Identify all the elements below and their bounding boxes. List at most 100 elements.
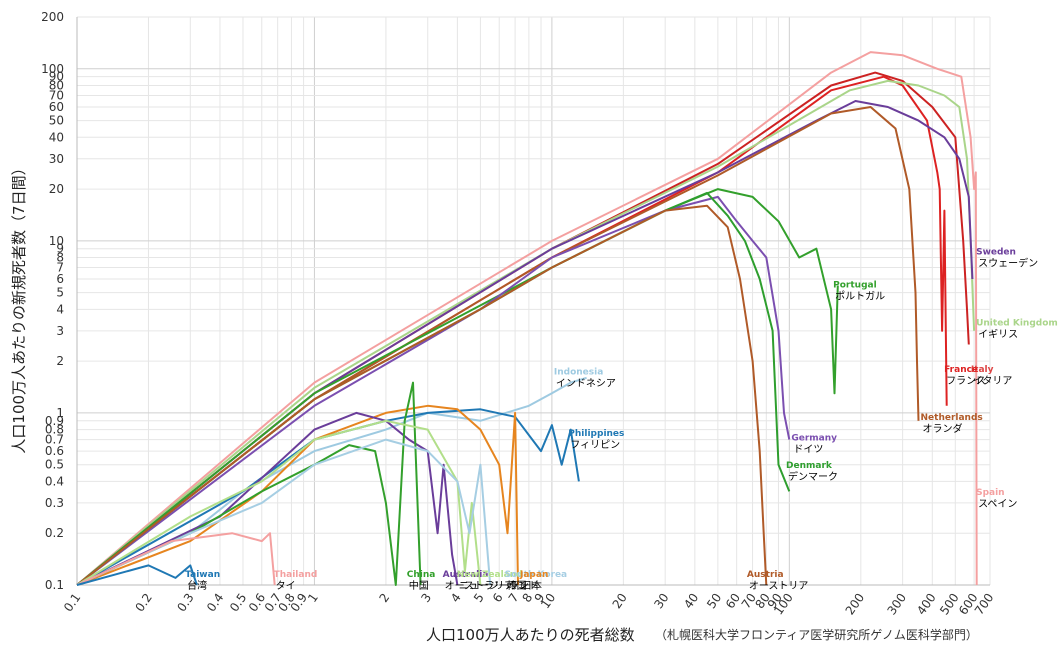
- x-tick-label: 0.3: [174, 591, 196, 615]
- y-tick-label: 8: [56, 251, 64, 265]
- x-tick-label: 0.5: [227, 591, 249, 615]
- x-axis-label: 人口100万人あたりの死者総数: [426, 626, 635, 644]
- x-tick-label: 200: [843, 591, 868, 618]
- series-label-new-zealand: New Zealand: [457, 570, 523, 580]
- series-line-austria: [76, 204, 768, 586]
- series-label-ja-sweden: スウェーデン: [978, 256, 1038, 269]
- series-line-japan: [76, 404, 519, 586]
- series-label-ja-austria: オーストリア: [749, 580, 809, 592]
- series-label-sweden: Sweden: [976, 247, 1016, 257]
- x-tick-label: 10: [538, 591, 558, 612]
- series-label-thailand: Thailand: [274, 570, 318, 580]
- source-credit: （札幌医科大学フロンティア医学研究所ゲノム医科学部門）: [655, 627, 978, 642]
- series-label-spain: Spain: [976, 488, 1005, 498]
- series-label-austria: Austria: [747, 570, 784, 580]
- series-label-ja-china: 中国: [409, 579, 429, 592]
- series-line-new-zealand: [76, 419, 482, 586]
- y-tick-label: 10: [49, 234, 64, 248]
- series-label-ja-new-zealand: ニュージーランド: [459, 580, 539, 592]
- x-tick-label: 0.2: [133, 591, 155, 615]
- y-tick-label: 0.4: [45, 474, 64, 488]
- x-tick-label: 700: [972, 591, 997, 618]
- y-tick-label: 60: [49, 100, 64, 114]
- series-label-ja-germany: ドイツ: [793, 445, 823, 456]
- series-label-ja-indonesia: インドネシア: [556, 378, 616, 390]
- y-tick-label: 0.6: [45, 444, 64, 458]
- series-label-ja-france: フランス: [946, 375, 986, 387]
- series-line-australia: [76, 411, 459, 586]
- y-tick-label: 200: [41, 10, 64, 24]
- x-tick-label: 4: [448, 591, 464, 605]
- series-label-ja-japan: 日本: [522, 579, 542, 592]
- series-label-ja-thailand: タイ: [276, 580, 296, 592]
- y-tick-label: 2: [56, 354, 64, 368]
- y-tick-label: 0.2: [45, 526, 64, 540]
- y-tick-label: 3: [56, 324, 64, 338]
- series-label-south-korea: South Korea: [505, 570, 568, 580]
- x-tick-label: 5: [471, 591, 487, 605]
- series-label-ja-philippines: フィリピン: [570, 439, 620, 451]
- series-label-ja-denmark: デンマーク: [788, 470, 838, 483]
- series-label-ja-italy: イタリア: [973, 375, 1013, 387]
- series-line-south-korea: [76, 438, 492, 586]
- y-tick-label: 80: [49, 78, 64, 92]
- series-label-japan: Japan: [519, 570, 548, 580]
- series-line-china: [76, 381, 422, 586]
- y-tick-label: 100: [41, 62, 64, 76]
- y-tick-label: 70: [49, 88, 64, 102]
- y-tick-label: 9: [56, 242, 64, 256]
- series-label-ja-south-korea: 韓国: [507, 580, 527, 592]
- x-tick-label: 3: [418, 591, 434, 605]
- series-line-spain: [76, 51, 978, 586]
- series-label-taiwan: Taiwan: [185, 570, 220, 580]
- x-tick-label: 0.1: [61, 591, 83, 615]
- series-label-france: France: [944, 365, 978, 375]
- x-tick-label: 50: [704, 591, 724, 612]
- x-tick-label: 500: [937, 591, 962, 618]
- y-tick-label: 0.1: [45, 578, 64, 592]
- y-tick-label: 30: [49, 152, 64, 166]
- x-tick-label: 40: [681, 591, 701, 612]
- y-tick-label: 6: [56, 272, 64, 286]
- x-tick-label: 400: [914, 591, 939, 618]
- series-line-taiwan: [76, 564, 198, 586]
- series-label-netherlands: Netherlands: [921, 413, 983, 423]
- y-tick-label: 0.7: [45, 433, 64, 447]
- series-label-italy: Italy: [971, 365, 994, 375]
- y-tick-label: 40: [49, 130, 64, 144]
- y-tick-label: 1: [56, 406, 64, 420]
- series-line-sweden: [76, 100, 974, 586]
- series-label-china: China: [407, 570, 436, 580]
- series-line-portugal: [76, 188, 839, 586]
- x-tick-label: 6: [490, 591, 506, 605]
- series-line-denmark: [76, 191, 791, 586]
- x-tick-label: 20: [610, 591, 630, 612]
- x-tick-label: 2: [377, 591, 393, 605]
- series-label-ja-united-kingdom: イギリス: [978, 328, 1018, 340]
- series-line-germany: [76, 195, 791, 586]
- series-label-denmark: Denmark: [786, 461, 833, 471]
- x-tick-label: 1: [305, 591, 321, 605]
- series-label-indonesia: Indonesia: [554, 368, 603, 378]
- series-label-germany: Germany: [791, 434, 837, 444]
- x-tick-label: 30: [651, 591, 671, 612]
- series-label-united-kingdom: United Kingdom: [976, 318, 1058, 328]
- y-tick-label: 90: [49, 70, 64, 84]
- x-tick-label: 300: [884, 591, 909, 618]
- series-group: [76, 51, 978, 586]
- series-label-ja-netherlands: オランダ: [923, 422, 963, 435]
- series-line-netherlands: [76, 106, 920, 586]
- series-label-australia: Australia: [443, 570, 489, 580]
- y-tick-label: 4: [56, 302, 64, 316]
- series-line-italy: [76, 71, 970, 586]
- y-tick-label: 5: [56, 286, 64, 300]
- y-tick-label: 20: [49, 182, 64, 196]
- y-tick-label: 0.5: [45, 458, 64, 472]
- series-label-portugal: Portugal: [833, 281, 877, 291]
- series-label-ja-taiwan: 台湾: [187, 579, 207, 592]
- series-label-ja-spain: スペイン: [978, 499, 1017, 510]
- x-tick-label: 0.4: [204, 591, 226, 615]
- y-tick-label: 7: [56, 261, 64, 275]
